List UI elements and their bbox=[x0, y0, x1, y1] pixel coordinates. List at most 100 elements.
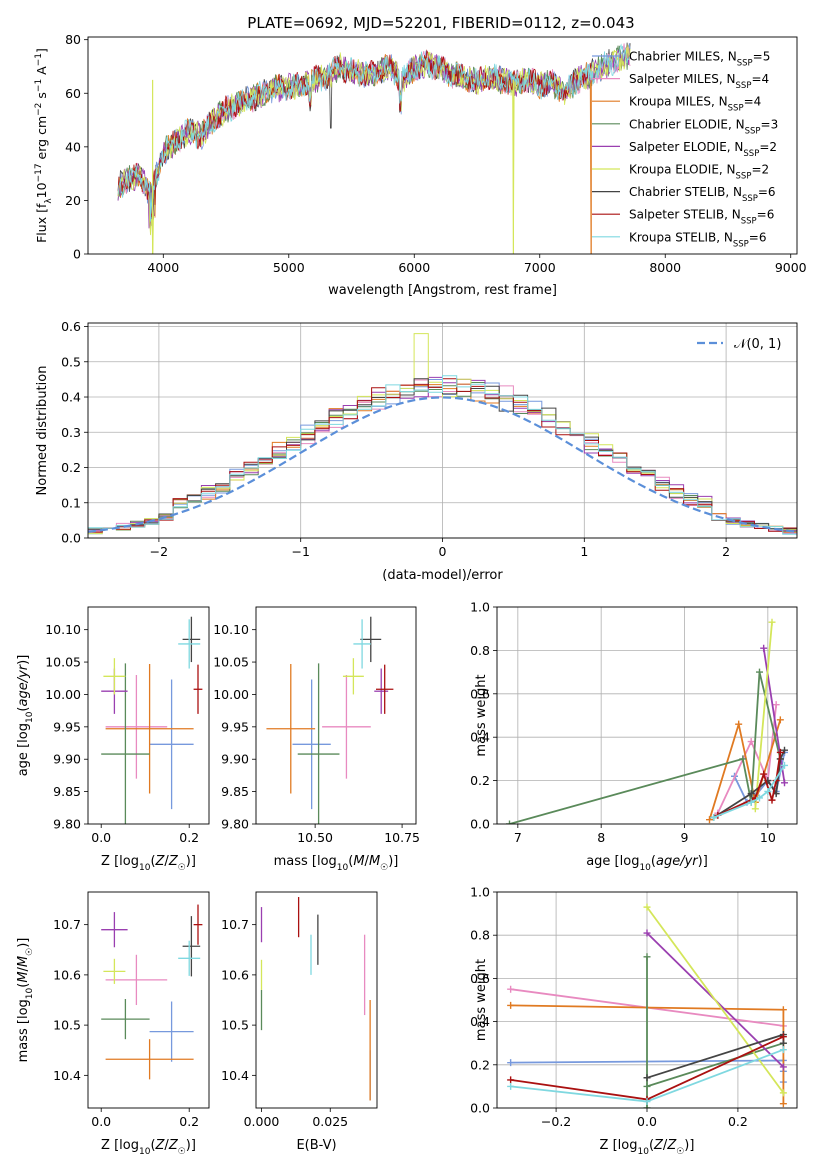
weight-series bbox=[708, 719, 782, 820]
x-tick-label: 8 bbox=[597, 830, 605, 845]
y-tick-label: 10.4 bbox=[53, 1068, 81, 1083]
weight-marker bbox=[779, 1039, 787, 1047]
legend-entry: Kroupa STELIB, NSSP=6 bbox=[629, 230, 767, 249]
y-tick-label: 10.00 bbox=[45, 687, 81, 702]
error-bars bbox=[260, 897, 371, 1101]
legend-entry: Chabrier MILES, NSSP=5 bbox=[629, 50, 770, 69]
age-vs-mass-panel: 10.50 10.75 9.80 9.85 9.90 9.95 10.00 10.05 10.1… bbox=[213, 606, 420, 873]
y-tick-label: 0.4 bbox=[470, 1014, 490, 1029]
weight-marker bbox=[706, 816, 713, 824]
weight-marker bbox=[772, 701, 780, 709]
x-tick-label: 0.000 bbox=[244, 1114, 280, 1129]
weight-marker bbox=[779, 1100, 787, 1108]
x-axis-label: age [log10(age/yr)] bbox=[586, 854, 708, 873]
spectrum-panel: 4000 5000 6000 7000 8000 9000 0 20 40 60 80 wavelen… bbox=[34, 32, 807, 298]
x-tick-label: 7 bbox=[514, 830, 522, 845]
y-tick-label: 0.4 bbox=[470, 730, 490, 745]
weight-marker bbox=[643, 1074, 651, 1082]
error-bars bbox=[101, 616, 203, 824]
weight-marker bbox=[756, 668, 763, 676]
y-tick-label: 10.10 bbox=[213, 622, 249, 637]
y-tick-label: 1.0 bbox=[470, 600, 490, 615]
weight-marker bbox=[768, 796, 776, 804]
x-tick-label: 0.0 bbox=[91, 1114, 111, 1129]
weight-marker bbox=[735, 720, 743, 728]
y-axis-label: Flux [fλ10−17 erg cm−2 s−1 A−1] bbox=[34, 48, 54, 243]
weight-marker bbox=[710, 813, 718, 821]
x-tick-label: 0.2 bbox=[728, 1114, 748, 1129]
histograms bbox=[88, 333, 797, 537]
weight-marker bbox=[764, 787, 772, 795]
x-axis-label: E(B-V) bbox=[296, 1138, 336, 1153]
y-tick-label: 0.0 bbox=[470, 1101, 490, 1116]
axes-frame bbox=[496, 606, 798, 825]
weight-marker bbox=[507, 1082, 515, 1090]
y-tick-label: 9.95 bbox=[53, 719, 81, 734]
legend-entry: Salpeter MILES, NSSP=4 bbox=[629, 72, 769, 91]
y-tick-label: 0.0 bbox=[470, 817, 490, 832]
x-tick-label: 0 bbox=[439, 544, 447, 559]
axes-frame bbox=[87, 891, 210, 1109]
y-tick-label: 0.3 bbox=[61, 425, 81, 440]
weight-series bbox=[646, 1033, 785, 1079]
weight-marker bbox=[507, 985, 515, 993]
weight-marker bbox=[768, 618, 776, 626]
y-tick-label: 0.0 bbox=[61, 531, 81, 546]
y-tick-label: 9.85 bbox=[221, 784, 249, 799]
weight-marker bbox=[507, 1076, 515, 1084]
y-tick-label: 0.6 bbox=[470, 971, 490, 986]
x-tick-label: 1 bbox=[580, 544, 588, 559]
y-tick-label: 0.1 bbox=[61, 495, 81, 510]
y-tick-label: 10.5 bbox=[53, 1018, 81, 1033]
weight-series bbox=[713, 749, 786, 819]
y-tick-label: 9.80 bbox=[221, 817, 249, 832]
y-tick-label: 0.4 bbox=[61, 390, 81, 405]
x-tick-label: 0.0 bbox=[637, 1114, 657, 1129]
weight-marker bbox=[747, 798, 755, 806]
weight-marker bbox=[643, 903, 651, 911]
x-axis-label: wavelength [Angstrom, rest frame] bbox=[328, 283, 557, 298]
y-tick-label: 10.10 bbox=[45, 622, 81, 637]
y-tick-label: 10.4 bbox=[221, 1068, 249, 1083]
weight-marker bbox=[747, 738, 755, 746]
weight-marker bbox=[779, 1033, 787, 1041]
weight-marker bbox=[779, 1046, 787, 1054]
y-tick-label: 0.5 bbox=[61, 354, 81, 369]
weight-marker bbox=[506, 820, 513, 824]
weight-marker bbox=[507, 1001, 515, 1009]
weight-marker bbox=[760, 770, 768, 778]
y-tick-label: 10.6 bbox=[53, 967, 81, 982]
weight-marker bbox=[643, 1082, 651, 1090]
weight-marker bbox=[776, 716, 784, 724]
x-tick-label: 2 bbox=[722, 544, 730, 559]
x-tick-label: 7000 bbox=[524, 260, 556, 275]
y-tick-label: 9.80 bbox=[53, 817, 81, 832]
x-axis-label: (data-model)/error bbox=[382, 568, 503, 583]
y-tick-label: 0.2 bbox=[470, 773, 490, 788]
y-axis-label: mass weight bbox=[474, 674, 489, 756]
y-axis-label: mass [log10(M/M☉)] bbox=[16, 938, 35, 1063]
y-tick-label: 0 bbox=[73, 247, 81, 262]
legend-entry: Salpeter STELIB, NSSP=6 bbox=[629, 208, 774, 227]
y-tick-label: 0.2 bbox=[61, 460, 81, 475]
weight-lines bbox=[506, 618, 788, 824]
x-tick-label: 0.2 bbox=[179, 830, 199, 845]
y-tick-label: 80 bbox=[65, 32, 81, 47]
axes-frame bbox=[87, 36, 798, 255]
weight-marker bbox=[779, 1089, 787, 1097]
histogram-series bbox=[88, 375, 797, 535]
y-tick-label: 9.90 bbox=[53, 752, 81, 767]
y-axis-label: age [log10(age/yr)] bbox=[16, 655, 35, 777]
axes-frame bbox=[255, 891, 378, 1109]
y-tick-label: 60 bbox=[65, 86, 81, 101]
y-tick-label: 9.85 bbox=[53, 784, 81, 799]
y-tick-label: 10.6 bbox=[221, 967, 249, 982]
y-tick-label: 10.7 bbox=[221, 917, 249, 932]
weight-marker bbox=[779, 1063, 787, 1071]
y-tick-label: 0.6 bbox=[470, 686, 490, 701]
mass-vs-ebv-panel: 0.000 0.025 10.4 10.5 10.6 10.7 E(B-V) bbox=[221, 891, 378, 1153]
axes-frame bbox=[496, 891, 798, 1109]
y-tick-label: 0.2 bbox=[470, 1057, 490, 1072]
x-tick-label: 10 bbox=[760, 830, 776, 845]
